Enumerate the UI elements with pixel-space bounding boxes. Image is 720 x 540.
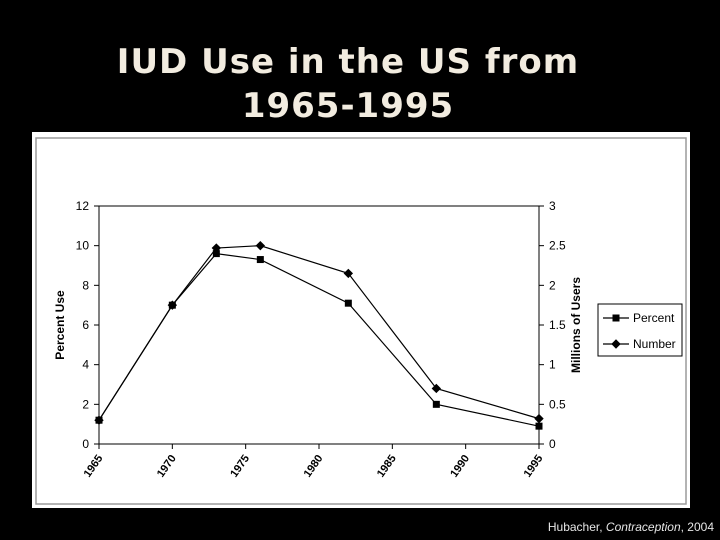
slide-title: IUD Use in the US from 1965-1995	[0, 40, 696, 128]
slide-title-line-1: IUD Use in the US from	[116, 42, 580, 82]
x-tick-label: 1985	[375, 453, 399, 480]
data-point-number	[431, 383, 442, 394]
y-right-tick-label: 0.5	[549, 397, 566, 411]
x-axis: 1965 1970 1975 1980 1985 1990 1995	[82, 444, 546, 480]
y-axis-right-title: Millions of Users	[569, 277, 583, 373]
y-right-tick-label: 1.5	[549, 318, 566, 332]
citation: Hubacher, Contraception, 2004	[548, 520, 714, 534]
x-tick-label: 1965	[82, 453, 106, 480]
x-tick-label: 1970	[155, 453, 179, 480]
y-left-tick-label: 8	[82, 278, 89, 292]
plot-area-frame	[98, 205, 540, 445]
y-left-tick-label: 2	[82, 397, 89, 411]
legend-label-number: Number	[633, 337, 676, 351]
x-tick-label: 1995	[522, 453, 546, 480]
y-right-tick-label: 3	[549, 199, 556, 213]
data-point-percent	[344, 299, 352, 307]
x-tick-label: 1990	[448, 453, 472, 480]
y-left-tick-label: 12	[76, 199, 90, 213]
y-axis-left: 0 2 4 6 8 10 12	[76, 199, 99, 451]
data-point-percent	[212, 250, 220, 258]
legend: Percent Number	[597, 303, 683, 357]
data-point-number	[211, 243, 222, 253]
legend-label-percent: Percent	[633, 311, 675, 325]
legend-marker-percent	[612, 314, 620, 322]
y-right-tick-label: 2.5	[549, 239, 566, 253]
data-point-percent	[256, 256, 264, 264]
y-axis-left-title: Percent Use	[53, 290, 67, 360]
data-point-number	[255, 240, 266, 251]
y-left-tick-label: 0	[82, 437, 89, 451]
data-point-percent	[432, 400, 440, 408]
data-point-number	[94, 415, 104, 425]
y-right-tick-label: 0	[549, 437, 556, 451]
data-point-number	[534, 413, 544, 424]
y-left-tick-label: 4	[82, 358, 89, 372]
citation-year: , 2004	[680, 520, 714, 534]
y-right-tick-label: 1	[549, 358, 556, 372]
data-point-number	[343, 268, 354, 279]
data-point-number	[167, 300, 178, 310]
slide-title-line-2: 1965-1995	[241, 86, 455, 126]
chart-panel: 1965 1970 1975 1980 1985 1990 1995 0 2 4 6 8 10 12 0…	[32, 132, 690, 508]
y-axis-right: 0 0.5 1 1.5 2 2.5 3	[539, 199, 566, 451]
citation-author: Hubacher,	[547, 520, 606, 534]
series-line-percent	[98, 252, 540, 427]
series-layer	[94, 240, 544, 430]
legend-marker-number	[611, 339, 621, 349]
y-right-tick-label: 2	[549, 278, 556, 292]
citation-journal: Contraception	[605, 520, 681, 534]
legend-box	[597, 303, 683, 357]
data-point-percent	[535, 422, 543, 430]
x-tick-label: 1975	[228, 453, 252, 480]
x-tick-label: 1980	[302, 453, 326, 480]
y-left-tick-label: 10	[76, 239, 90, 253]
series-line-number	[98, 245, 540, 421]
chart-outer-border	[35, 137, 687, 505]
y-left-tick-label: 6	[82, 318, 89, 332]
